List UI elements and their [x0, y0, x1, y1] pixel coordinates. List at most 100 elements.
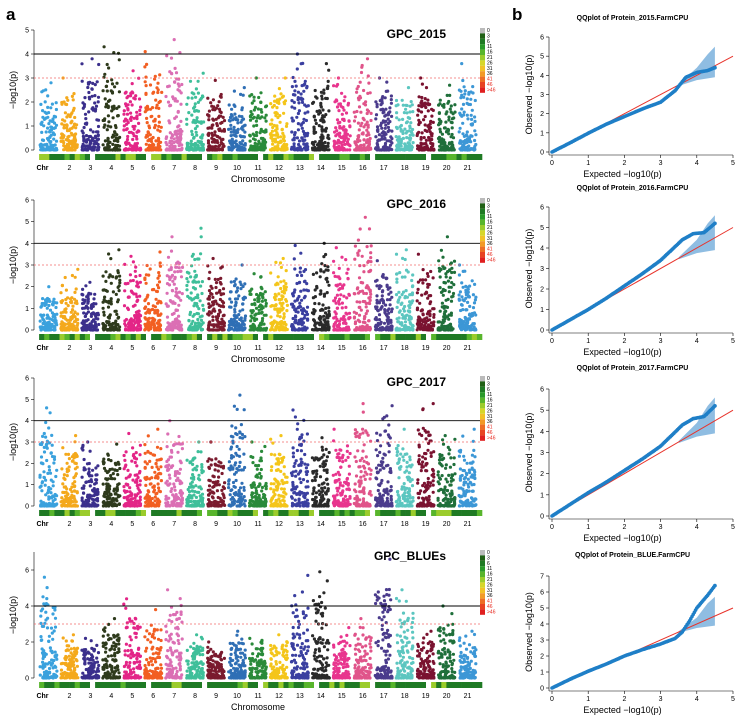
snp-point	[209, 284, 213, 288]
snp-point	[363, 314, 367, 319]
density-cell	[471, 334, 478, 340]
snp-point	[73, 275, 77, 279]
snp-point	[104, 299, 108, 303]
snp-point	[176, 270, 180, 274]
snp-point	[61, 135, 65, 139]
chromosome-points	[122, 254, 143, 332]
chromosome-points	[394, 86, 415, 152]
snp-point	[172, 137, 176, 141]
snp-point	[447, 285, 451, 289]
snp-point	[367, 227, 372, 231]
snp-point	[52, 137, 56, 141]
snp-point	[257, 95, 261, 100]
snp-point	[431, 276, 435, 280]
snp-point	[300, 100, 305, 104]
snp-point	[353, 322, 357, 326]
density-cell	[446, 334, 452, 340]
snp-point	[358, 227, 362, 231]
snp-point	[389, 140, 393, 144]
snp-point	[355, 287, 359, 291]
snp-point	[462, 320, 466, 324]
snp-point	[64, 102, 68, 106]
snp-point	[166, 85, 170, 89]
density-cell	[202, 334, 208, 340]
snp-point	[301, 139, 305, 143]
snp-point	[319, 146, 323, 150]
density-cell	[420, 154, 427, 160]
snp-point	[178, 89, 182, 93]
snp-point	[189, 291, 193, 295]
snp-point	[424, 321, 428, 325]
chromosome-label: 4	[109, 165, 113, 172]
density-cell	[441, 154, 447, 160]
snp-point	[409, 121, 413, 125]
snp-point	[437, 266, 441, 270]
snp-point	[248, 118, 253, 122]
snp-point	[250, 101, 254, 105]
snp-point	[174, 287, 178, 291]
snp-point	[466, 295, 471, 299]
snp-point	[457, 297, 461, 301]
snp-point	[197, 257, 201, 261]
snp-point	[106, 305, 111, 309]
snp-point	[369, 256, 373, 260]
snp-point	[364, 305, 368, 309]
snp-point	[115, 106, 119, 110]
snp-point	[261, 148, 265, 152]
snp-point	[114, 136, 119, 140]
snp-point	[70, 119, 74, 123]
snp-point	[214, 106, 219, 110]
snp-point	[219, 325, 223, 329]
snp-point	[303, 82, 307, 86]
snp-point	[319, 316, 323, 320]
snp-point	[96, 100, 100, 104]
snp-point	[293, 79, 297, 83]
snp-point	[334, 98, 338, 102]
snp-point	[109, 281, 113, 285]
snp-point	[399, 128, 403, 132]
snp-point	[320, 97, 324, 101]
snp-point	[62, 126, 66, 130]
snp-point	[465, 290, 469, 294]
y-axis-label: −log10(p)	[8, 246, 18, 284]
snp-point	[335, 118, 340, 122]
snp-point	[127, 295, 131, 299]
snp-point	[172, 145, 176, 149]
snp-point	[462, 85, 466, 89]
snp-point	[107, 120, 111, 124]
snp-point	[41, 115, 45, 119]
snp-point	[158, 300, 163, 304]
density-cell	[258, 334, 264, 340]
snp-point	[151, 319, 156, 323]
snp-point	[280, 294, 284, 298]
density-cell	[252, 334, 259, 340]
snp-point	[111, 116, 115, 120]
snp-point	[50, 302, 55, 306]
snp-point	[395, 305, 399, 309]
chromosome-label: 20	[443, 345, 451, 352]
snp-point	[106, 142, 110, 146]
snp-point	[447, 118, 451, 122]
snp-point	[369, 244, 373, 248]
snp-point	[291, 138, 295, 142]
chromosome-label: 2	[67, 345, 71, 352]
snp-point	[271, 142, 275, 146]
density-cell	[54, 154, 60, 160]
snp-point	[259, 100, 263, 104]
snp-point	[381, 119, 385, 123]
snp-point	[206, 133, 210, 137]
density-cell	[166, 334, 172, 340]
chromosome-label: 12	[275, 345, 283, 352]
x-axis-label: Chromosome	[231, 174, 285, 184]
density-cell	[227, 154, 233, 160]
snp-point	[292, 100, 296, 104]
snp-point	[242, 323, 246, 327]
density-cell	[54, 334, 60, 340]
chromosome-points	[101, 45, 122, 152]
snp-point	[207, 109, 211, 113]
snp-point	[447, 290, 451, 294]
snp-point	[40, 138, 45, 142]
snp-point	[297, 294, 301, 299]
snp-point	[282, 100, 286, 104]
snp-point	[261, 296, 265, 300]
